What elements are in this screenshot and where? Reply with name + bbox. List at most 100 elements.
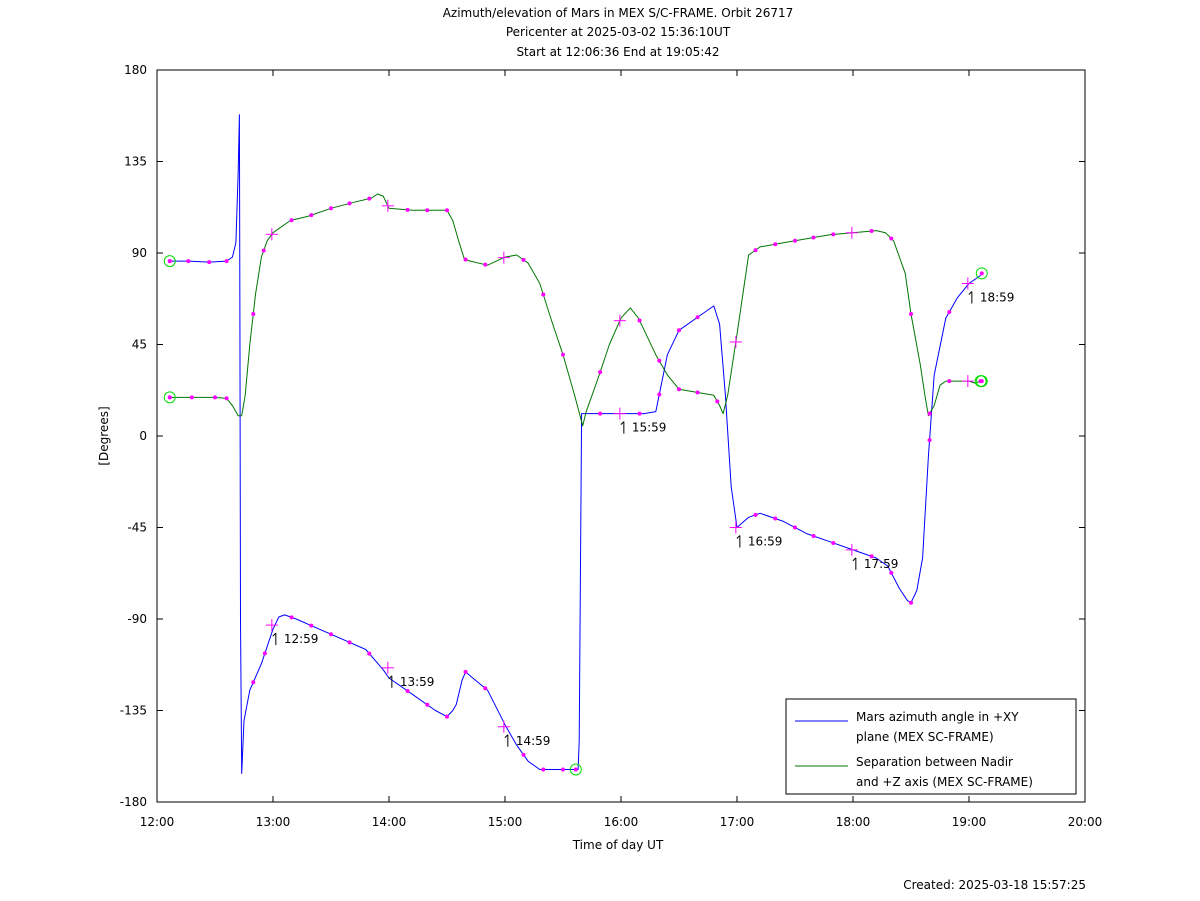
hour-marker-label: 13:59 xyxy=(400,675,435,689)
sample-dot xyxy=(869,554,874,559)
sample-dot xyxy=(262,651,267,656)
y-tick-label: 90 xyxy=(132,246,147,260)
sample-dot xyxy=(927,411,932,416)
created-timestamp: Created: 2025-03-18 15:57:25 xyxy=(903,878,1086,892)
sample-dot xyxy=(289,218,294,223)
y-tick-label: 180 xyxy=(124,63,147,77)
legend-label-separation-line1: Separation between Nadir xyxy=(856,755,1013,769)
sample-dot xyxy=(207,260,212,265)
sample-dot xyxy=(909,600,913,605)
chart-subtitle-start-end: Start at 12:06:36 End at 19:05:42 xyxy=(516,45,719,59)
hour-marker-arrow-head xyxy=(388,675,393,680)
y-tick-label: -135 xyxy=(120,704,147,718)
sample-dot xyxy=(251,680,256,685)
hour-marker-label: 15:59 xyxy=(632,421,667,435)
sample-dot xyxy=(657,358,662,363)
sample-dot xyxy=(425,208,430,213)
sample-dot xyxy=(598,411,603,416)
sample-dot xyxy=(189,395,194,400)
sample-dot xyxy=(463,669,468,674)
sample-dot xyxy=(561,352,565,357)
sample-dot xyxy=(695,390,700,395)
sample-dot xyxy=(869,229,874,234)
sample-dot xyxy=(541,292,546,297)
sample-dot xyxy=(753,248,758,253)
sample-dot xyxy=(773,516,778,521)
legend: Mars azimuth angle in +XY plane (MEX SC-… xyxy=(785,698,1077,795)
y-tick-label: -180 xyxy=(120,795,147,809)
sample-dot xyxy=(329,632,333,637)
hour-marker-label: 14:59 xyxy=(516,734,551,748)
y-tick-label: 135 xyxy=(124,155,147,169)
legend-label-azimuth-line2: plane (MEX SC-FRAME) xyxy=(856,730,994,744)
x-tick-label: 17:00 xyxy=(720,815,755,829)
sample-dot xyxy=(309,623,314,628)
sample-dot xyxy=(224,259,229,264)
sample-dot xyxy=(367,196,372,201)
sample-dot xyxy=(947,309,952,314)
x-tick-label: 16:00 xyxy=(604,815,639,829)
sample-dot xyxy=(329,206,333,211)
hour-marker-label: 12:59 xyxy=(284,632,319,646)
endpoint-circle xyxy=(975,267,988,280)
sample-dot xyxy=(695,315,700,320)
endpoint-circle xyxy=(975,375,988,388)
endpoint-circle-dot xyxy=(979,271,984,276)
sample-dot xyxy=(521,257,526,262)
sample-dot xyxy=(831,540,836,545)
sample-dot xyxy=(405,207,410,212)
sample-dot xyxy=(831,232,836,237)
legend-box xyxy=(785,698,1077,795)
sample-dot xyxy=(483,262,488,267)
sample-dot xyxy=(261,248,266,253)
sample-dot xyxy=(347,640,352,645)
sample-dot xyxy=(811,534,816,539)
sample-dot xyxy=(909,312,913,316)
x-tick-label: 14:00 xyxy=(372,815,407,829)
legend-label-separation-line2: and +Z axis (MEX SC-FRAME) xyxy=(856,775,1033,789)
y-tick-label: 45 xyxy=(132,338,147,352)
sample-dot xyxy=(947,379,952,384)
hour-marker-label: 18:59 xyxy=(980,291,1015,305)
sample-dot xyxy=(213,395,217,400)
sample-dot xyxy=(251,312,256,316)
hour-marker-arrow-head xyxy=(504,734,509,739)
sample-dot xyxy=(405,688,410,693)
sample-dot xyxy=(657,392,662,397)
sample-dot xyxy=(561,767,565,772)
sample-dot xyxy=(483,686,488,691)
hour-marker-arrow-head xyxy=(620,421,625,425)
hour-marker-label: 16:59 xyxy=(748,535,783,549)
sample-dot xyxy=(889,570,894,575)
legend-label-azimuth-line1: Mars azimuth angle in +XY xyxy=(856,710,1019,724)
hour-marker-arrow-head xyxy=(272,632,277,637)
y-tick-label: -45 xyxy=(127,521,147,535)
x-tick-label: 18:00 xyxy=(836,815,871,829)
azimuth-series-line xyxy=(169,114,981,774)
separation-series-line xyxy=(169,193,981,427)
sample-dot xyxy=(793,238,797,243)
marker-layer: 12:59 13:59 14:59 15:59 16:59 17:59 18:59 xyxy=(163,196,1015,776)
plot-frame xyxy=(156,69,1086,803)
endpoint-circle xyxy=(569,763,582,776)
x-tick-label: 12:00 xyxy=(140,815,175,829)
hour-marker-label: 17:59 xyxy=(864,557,899,571)
y-tick-label: 0 xyxy=(139,429,147,443)
sample-dot xyxy=(309,213,314,218)
sample-dot xyxy=(541,767,546,772)
sample-dot xyxy=(463,257,468,262)
sample-dot xyxy=(289,615,294,620)
sample-dot xyxy=(445,208,449,213)
axes: 12:00 13:00 14:00 15:00 16:00 17:00 18:00 19:00… xyxy=(120,63,1103,829)
endpoint-circle xyxy=(163,255,176,268)
sample-dot xyxy=(793,525,797,530)
series-layer xyxy=(169,114,981,774)
hour-marker-arrow-head xyxy=(736,535,741,539)
sample-dot xyxy=(927,438,932,443)
y-tick-label: -90 xyxy=(127,612,147,626)
sample-dot xyxy=(677,328,681,333)
chart-title: Azimuth/elevation of Mars in MEX S/C-FRA… xyxy=(443,6,794,20)
sample-dot xyxy=(347,201,352,206)
endpoint-circle-dot xyxy=(167,259,172,264)
endpoint-circle-dot xyxy=(573,767,578,772)
